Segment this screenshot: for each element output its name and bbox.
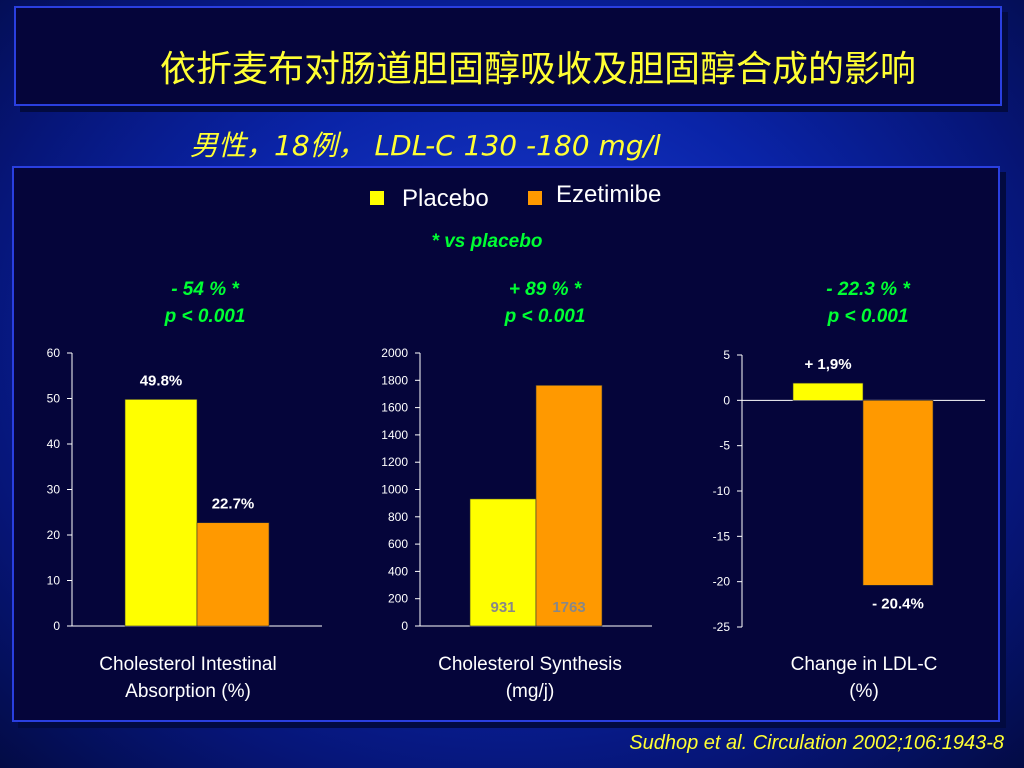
chart3-ytick-label: -20 <box>713 575 731 589</box>
chart3-ytick-label: -25 <box>713 620 731 634</box>
chart2-ytick-label: 1000 <box>381 483 408 497</box>
chart1-bar-ezetimibe <box>196 522 270 627</box>
significance-note: * vs placebo <box>431 231 543 252</box>
chart2-ytick-label: 1800 <box>381 373 408 387</box>
chart2-ytick-label: 600 <box>388 537 408 551</box>
chart1-data-label: 22.7% <box>212 496 255 513</box>
chart1-bar-placebo <box>124 399 198 627</box>
chart2-xlabel-line1: Cholesterol Synthesis <box>438 654 622 675</box>
chart3-xlabel-line1: Change in LDL-C <box>790 654 938 675</box>
chart1-stat: - 54 % * p < 0.001 <box>105 276 305 330</box>
chart2-ytick-label: 800 <box>388 510 408 524</box>
slide-title: 依折麦布对肠道胆固醇吸收及胆固醇合成的影响 <box>159 49 916 90</box>
chart3-ytick-label: 5 <box>723 348 730 362</box>
chart2-ytick-label: 400 <box>388 564 408 578</box>
chart1-stat-change: - 54 % * <box>171 279 239 300</box>
chart3-bar-ezetimibe <box>862 400 934 586</box>
legend-label-placebo: Placebo <box>402 185 489 212</box>
citation: Sudhop et al. Circulation 2002;106:1943-… <box>629 732 1004 754</box>
chart2-data-label: 931 <box>490 599 515 616</box>
chart1-ytick-label: 0 <box>53 619 60 633</box>
chart2-data-label: 1763 <box>552 599 585 616</box>
chart3-data-label: + 1,9% <box>804 356 851 373</box>
chart1-stat-pvalue: p < 0.001 <box>164 306 246 327</box>
chart3-ytick-label: -5 <box>719 439 730 453</box>
chart2-ytick-label: 1400 <box>381 428 408 442</box>
legend-label-ezetimibe: Ezetimibe <box>556 181 662 208</box>
chart1-xlabel-line2: Absorption (%) <box>125 681 251 702</box>
chart1-ytick-label: 10 <box>47 574 61 588</box>
chart1-ytick-label: 40 <box>47 437 61 451</box>
chart2-ytick-label: 200 <box>388 592 408 606</box>
chart2-xlabel: Cholesterol Synthesis (mg/j) <box>400 651 660 705</box>
chart1-xlabel: Cholesterol Intestinal Absorption (%) <box>58 651 318 705</box>
chart3-ytick-label: 0 <box>723 393 730 407</box>
legend-swatch-placebo <box>370 191 384 205</box>
chart2-xlabel-line2: (mg/j) <box>505 681 555 702</box>
chart1-xlabel-line1: Cholesterol Intestinal <box>99 654 277 675</box>
chart3-bar-placebo <box>792 382 864 401</box>
chart3-ytick-label: -15 <box>713 529 731 543</box>
chart1-ytick-label: 50 <box>47 392 61 406</box>
chart3-data-label: - 20.4% <box>872 595 924 612</box>
chart3-ytick-label: -10 <box>713 484 731 498</box>
chart2-ytick-label: 0 <box>401 619 408 633</box>
chart2-bar-ezetimibe <box>535 385 603 627</box>
chart2-ytick-label: 1600 <box>381 401 408 415</box>
chart2-ytick-label: 2000 <box>381 346 408 360</box>
chart3-xlabel-line2: (%) <box>849 681 879 702</box>
chart2-stat-pvalue: p < 0.001 <box>504 306 586 327</box>
slide-subtitle: 男性，18例， LDL-C 130 -180 mg/l <box>190 129 661 162</box>
chart2-ytick-label: 1200 <box>381 455 408 469</box>
legend-swatch-ezetimibe <box>528 191 542 205</box>
chart3-stat-change: - 22.3 % * <box>826 279 910 300</box>
title-panel: 依折麦布对肠道胆固醇吸收及胆固醇合成的影响 <box>14 6 1002 106</box>
chart2-stat-change: + 89 % * <box>508 279 582 300</box>
chart1-data-label: 49.8% <box>140 372 183 389</box>
chart2-stat: + 89 % * p < 0.001 <box>445 276 645 330</box>
chart3-stat: - 22.3 % * p < 0.001 <box>768 276 968 330</box>
chart3-stat-pvalue: p < 0.001 <box>827 306 909 327</box>
chart1-ytick-label: 20 <box>47 528 61 542</box>
chart1-ytick-label: 60 <box>47 346 61 360</box>
chart3-xlabel: Change in LDL-C (%) <box>734 651 994 705</box>
chart1-ytick-label: 30 <box>47 483 61 497</box>
